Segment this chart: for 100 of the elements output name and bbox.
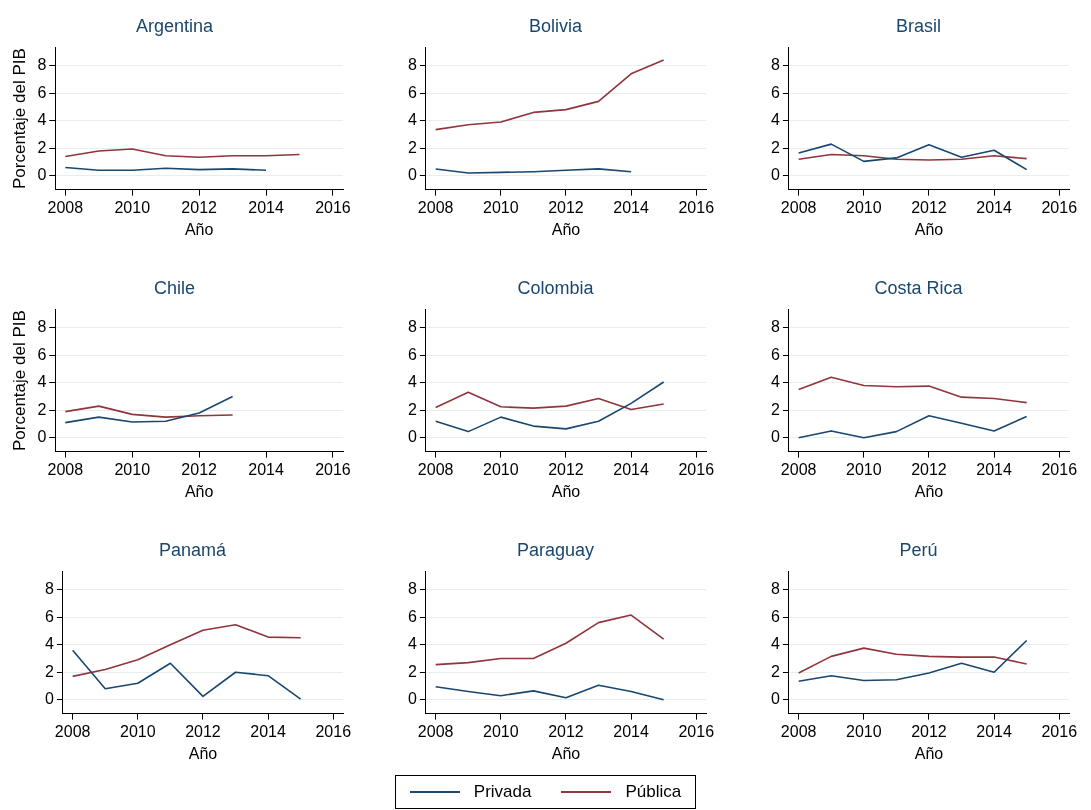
y-tick-label: 8: [407, 55, 417, 73]
x-tick-label: 2010: [114, 198, 151, 216]
y-tick-label: 8: [37, 317, 47, 335]
y-tick-label: 2: [37, 138, 47, 156]
y-tick-label: 0: [770, 428, 780, 446]
x-axis-title: Año: [184, 220, 214, 238]
x-tick-label: 2010: [483, 722, 519, 740]
x-tick-label: 2016: [1041, 198, 1078, 216]
y-tick-label: 4: [37, 373, 47, 391]
y-tick-label: 0: [37, 166, 47, 184]
y-tick-label: 6: [407, 607, 417, 625]
x-tick-label: 2008: [47, 460, 84, 478]
x-tick-label: 2014: [613, 198, 649, 216]
y-tick-label: 8: [770, 579, 780, 597]
y-tick-label: 4: [37, 111, 47, 129]
y-tick-label: 6: [407, 83, 417, 101]
chart-title: Brasil: [895, 15, 942, 36]
x-tick-label: 2014: [250, 722, 286, 740]
x-tick-label: 2016: [678, 198, 715, 216]
chart-title: Perú: [899, 539, 938, 560]
y-tick-label: 0: [407, 166, 417, 184]
x-axis-title: Año: [551, 482, 581, 500]
y-tick-label: 0: [407, 690, 417, 708]
y-tick-label: 6: [44, 607, 54, 625]
x-tick-label: 2012: [548, 460, 584, 478]
x-tick-label: 2008: [780, 198, 817, 216]
x-tick-label: 2008: [780, 722, 817, 740]
chart-title: Paraguay: [516, 539, 595, 560]
x-tick-label: 2010: [483, 198, 519, 216]
x-tick-label: 2008: [417, 198, 454, 216]
x-tick-label: 2008: [54, 722, 91, 740]
chart-title: Bolivia: [528, 15, 583, 36]
y-tick-label: 6: [37, 345, 47, 363]
x-tick-label: 2008: [780, 460, 817, 478]
x-tick-label: 2008: [417, 460, 454, 478]
y-tick-label: 4: [44, 635, 54, 653]
x-tick-label: 2010: [846, 198, 882, 216]
y-tick-label: 8: [44, 579, 54, 597]
y-tick-label: 8: [770, 317, 780, 335]
chart-title: Colombia: [517, 277, 595, 298]
x-tick-label: 2014: [248, 198, 284, 216]
x-tick-label: 2014: [613, 722, 649, 740]
x-tick-label: 2012: [181, 460, 218, 478]
x-tick-label: 2014: [976, 722, 1012, 740]
y-tick-label: 0: [407, 428, 417, 446]
x-tick-label: 2010: [846, 460, 882, 478]
x-tick-label: 2016: [678, 722, 715, 740]
chart-title: Argentina: [135, 15, 215, 36]
x-tick-label: 2008: [47, 198, 84, 216]
y-tick-label: 6: [770, 345, 780, 363]
legend-label: Pública: [625, 782, 682, 802]
y-tick-label: 2: [44, 662, 54, 680]
y-tick-label: 2: [770, 400, 780, 418]
x-tick-label: 2016: [1041, 460, 1078, 478]
chart-title: Costa Rica: [874, 277, 964, 298]
y-tick-label: 8: [407, 317, 417, 335]
y-tick-label: 4: [407, 635, 417, 653]
x-axis-title: Año: [914, 744, 944, 762]
y-tick-label: 6: [770, 83, 780, 101]
x-tick-label: 2010: [846, 722, 882, 740]
x-tick-label: 2016: [678, 460, 715, 478]
x-tick-label: 2014: [248, 460, 284, 478]
y-axis-title: Porcentaje del PIB: [9, 310, 29, 452]
x-tick-label: 2012: [185, 722, 221, 740]
x-axis-title: Año: [551, 744, 581, 762]
x-tick-label: 2014: [613, 460, 649, 478]
y-tick-label: 2: [407, 662, 417, 680]
y-tick-label: 6: [37, 83, 47, 101]
x-axis-title: Año: [184, 482, 214, 500]
y-axis-title: Porcentaje del PIB: [9, 48, 29, 190]
y-tick-label: 4: [770, 635, 780, 653]
y-tick-label: 2: [407, 400, 417, 418]
x-tick-label: 2010: [114, 460, 151, 478]
y-tick-label: 8: [37, 55, 47, 73]
x-tick-label: 2012: [911, 460, 947, 478]
x-axis-title: Año: [914, 220, 944, 238]
chart-title: Panamá: [158, 539, 228, 560]
y-tick-label: 8: [770, 55, 780, 73]
y-tick-label: 6: [407, 345, 417, 363]
x-tick-label: 2016: [315, 198, 351, 216]
x-tick-label: 2012: [548, 722, 584, 740]
y-tick-label: 0: [770, 166, 780, 184]
y-tick-label: 2: [770, 138, 780, 156]
x-tick-label: 2010: [483, 460, 519, 478]
x-axis-title: Año: [188, 744, 218, 762]
y-tick-label: 2: [770, 662, 780, 680]
x-axis-title: Año: [914, 482, 944, 500]
x-tick-label: 2012: [548, 198, 584, 216]
y-tick-label: 4: [407, 111, 417, 129]
x-tick-label: 2008: [417, 722, 454, 740]
y-tick-label: 2: [37, 400, 47, 418]
x-tick-label: 2014: [976, 198, 1012, 216]
y-tick-label: 2: [407, 138, 417, 156]
chart-title: Chile: [153, 277, 196, 298]
y-tick-label: 4: [770, 373, 780, 391]
legend-label: Privada: [473, 782, 532, 802]
x-tick-label: 2012: [911, 198, 947, 216]
y-tick-label: 0: [770, 690, 780, 708]
x-tick-label: 2014: [976, 460, 1012, 478]
x-tick-label: 2012: [181, 198, 218, 216]
